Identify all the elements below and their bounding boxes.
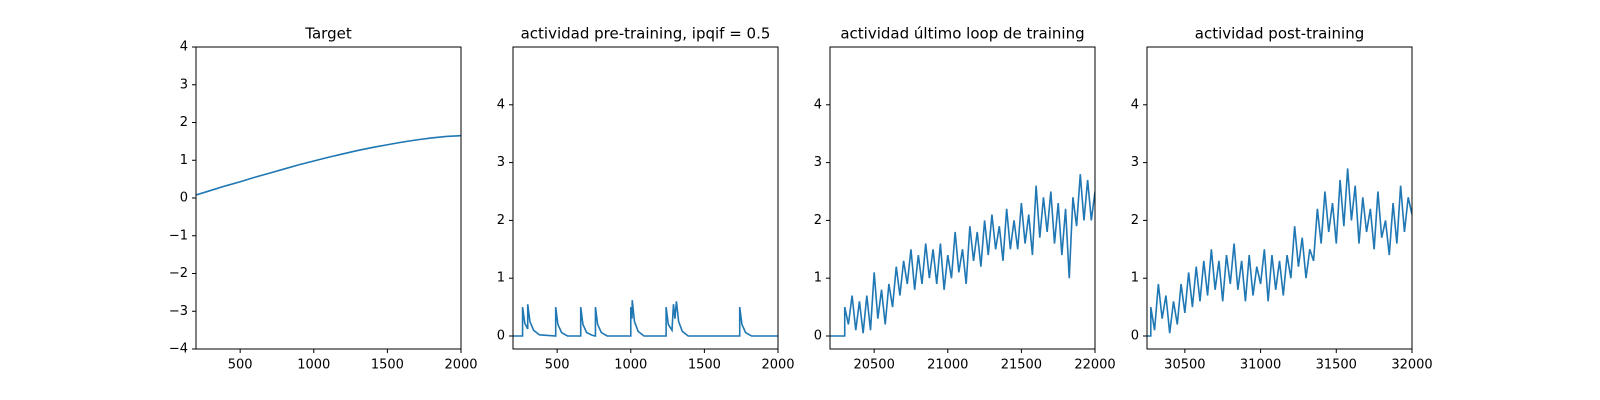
data-line xyxy=(830,174,1095,337)
data-line xyxy=(1147,168,1412,337)
y-tick-label: 4 xyxy=(180,40,188,55)
y-tick-label: 2 xyxy=(814,213,822,228)
x-tick-label: 1000 xyxy=(297,358,330,373)
y-tick-label: 1 xyxy=(497,271,505,286)
x-tick-label: 32000 xyxy=(1391,358,1432,373)
y-tick-label: 3 xyxy=(1131,155,1139,170)
y-tick-label: 3 xyxy=(497,155,505,170)
y-tick-label: 3 xyxy=(180,77,188,92)
x-tick-label: 2000 xyxy=(761,358,794,373)
x-tick-label: 1000 xyxy=(614,358,647,373)
y-tick-label: 4 xyxy=(814,97,822,112)
x-tick-label: 2000 xyxy=(444,358,477,373)
axes-frame xyxy=(1146,46,1413,350)
y-tick-label: 2 xyxy=(180,115,188,130)
x-tick-label: 1500 xyxy=(688,358,721,373)
chart-title: actividad último loop de training xyxy=(840,25,1084,43)
y-tick-label: 4 xyxy=(497,97,505,112)
chart-title: Target xyxy=(304,25,352,43)
x-tick-label: 1500 xyxy=(371,358,404,373)
x-tick-label: 31000 xyxy=(1240,358,1281,373)
y-tick-label: 1 xyxy=(1131,271,1139,286)
y-tick-label: 1 xyxy=(814,271,822,286)
y-tick-label: 3 xyxy=(814,155,822,170)
x-tick-label: 21500 xyxy=(1001,358,1042,373)
axes-frame xyxy=(829,46,1096,350)
x-tick-label: 31500 xyxy=(1316,358,1357,373)
x-tick-label: 30500 xyxy=(1164,358,1205,373)
y-tick-label: −2 xyxy=(169,266,188,281)
axes-frame xyxy=(195,46,462,350)
y-tick-label: −3 xyxy=(169,304,188,319)
chart-title: actividad post-training xyxy=(1195,25,1364,43)
y-tick-label: −1 xyxy=(169,228,188,243)
y-tick-label: 2 xyxy=(497,213,505,228)
x-tick-label: 500 xyxy=(228,358,253,373)
y-tick-label: −4 xyxy=(169,342,188,357)
axes-frame xyxy=(512,46,779,350)
x-tick-label: 20500 xyxy=(853,358,894,373)
y-tick-label: 2 xyxy=(1131,213,1139,228)
x-tick-label: 22000 xyxy=(1074,358,1115,373)
data-line xyxy=(196,134,461,196)
y-tick-label: 0 xyxy=(814,328,822,343)
y-tick-label: 0 xyxy=(180,191,188,206)
y-tick-label: 0 xyxy=(497,328,505,343)
x-tick-label: 21000 xyxy=(927,358,968,373)
chart-title: actividad pre-training, ipqif = 0.5 xyxy=(521,25,771,43)
x-tick-label: 500 xyxy=(545,358,570,373)
y-tick-label: 0 xyxy=(1131,328,1139,343)
y-tick-label: 1 xyxy=(180,153,188,168)
y-tick-label: 4 xyxy=(1131,97,1139,112)
data-line xyxy=(513,300,778,337)
